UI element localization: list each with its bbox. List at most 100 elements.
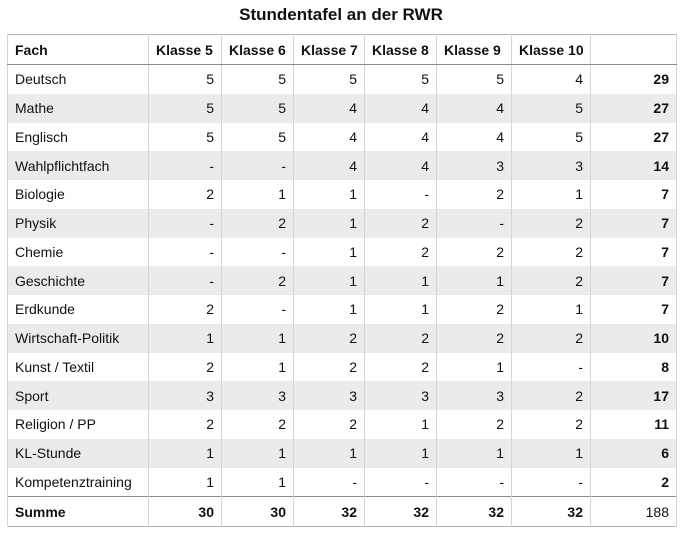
hours-cell: - <box>364 180 437 209</box>
table-row: Englisch 5 5 4 4 4 5 27 <box>7 122 677 152</box>
hours-cell: 2 <box>364 352 437 382</box>
hours-cell: 1 <box>364 410 437 439</box>
hours-cell: 1 <box>293 180 365 209</box>
subject-name: Geschichte <box>7 266 149 295</box>
hours-cell: 1 <box>511 180 591 209</box>
hours-cell: 1 <box>511 438 591 468</box>
hours-cell: 2 <box>364 208 437 238</box>
column-header-klasse-7: Klasse 7 <box>293 34 365 65</box>
hours-cell: 1 <box>364 266 437 295</box>
hours-cell: - <box>364 467 437 497</box>
hours-cell: - <box>221 151 294 180</box>
subject-name: Wahlpflichtfach <box>7 151 149 180</box>
subject-name: Kunst / Textil <box>7 352 149 382</box>
column-header-total <box>590 34 677 65</box>
row-total: 7 <box>590 180 677 209</box>
row-total: 11 <box>590 410 677 439</box>
hours-cell: 2 <box>148 295 222 324</box>
hours-cell: 2 <box>221 266 294 295</box>
table-row: Wirtschaft-Politik 1 1 2 2 2 2 10 <box>7 323 677 353</box>
table-row: Mathe 5 5 4 4 4 5 27 <box>7 93 677 123</box>
hours-cell: 2 <box>436 237 512 267</box>
hours-cell: 5 <box>221 122 294 152</box>
hours-cell: 2 <box>148 352 222 382</box>
subject-name: Wirtschaft-Politik <box>7 323 149 353</box>
summary-cell: 30 <box>221 496 294 527</box>
hours-cell: 5 <box>511 122 591 152</box>
subject-name: Erdkunde <box>7 295 149 324</box>
subject-name: Sport <box>7 381 149 410</box>
hours-cell: 1 <box>221 323 294 353</box>
row-total: 7 <box>590 237 677 267</box>
table-row: KL-Stunde 1 1 1 1 1 1 6 <box>7 438 677 468</box>
table-row: Physik -2 1 2-2 7 <box>7 208 677 238</box>
hours-cell: 3 <box>364 381 437 410</box>
summary-cell: 32 <box>436 496 512 527</box>
column-header-klasse-9: Klasse 9 <box>436 34 512 65</box>
hours-cell: 5 <box>148 64 222 94</box>
hours-cell: 3 <box>511 151 591 180</box>
timetable: Fach Klasse 5 Klasse 6 Klasse 7 Klasse 8… <box>7 34 677 528</box>
hours-cell: 2 <box>148 410 222 439</box>
hours-cell: 1 <box>221 467 294 497</box>
subject-name: Deutsch <box>7 64 149 94</box>
table-row: Wahlpflichtfach - -4 4 3 3 14 <box>7 151 677 180</box>
table-row: Sport 3 3 3 3 3 2 17 <box>7 381 677 410</box>
table-row: Biologie 2 1 1-2 1 7 <box>7 180 677 209</box>
table-row: Religion / PP 2 2 2 1 2 2 11 <box>7 410 677 439</box>
row-total: 27 <box>590 93 677 123</box>
hours-cell: - <box>436 467 512 497</box>
summary-row: Summe 30 30 32 32 32 32 188 <box>7 496 677 527</box>
hours-cell: 4 <box>293 151 365 180</box>
hours-cell: 1 <box>293 266 365 295</box>
hours-cell: 4 <box>364 93 437 123</box>
hours-cell: - <box>221 237 294 267</box>
hours-cell: 5 <box>364 64 437 94</box>
hours-cell: - <box>293 467 365 497</box>
row-total: 10 <box>590 323 677 353</box>
hours-cell: 2 <box>511 237 591 267</box>
hours-cell: 1 <box>293 295 365 324</box>
hours-cell: 2 <box>364 237 437 267</box>
hours-cell: 4 <box>364 122 437 152</box>
hours-cell: 5 <box>511 93 591 123</box>
row-total: 27 <box>590 122 677 152</box>
hours-cell: 5 <box>436 64 512 94</box>
hours-cell: 1 <box>148 323 222 353</box>
table-row: Erdkunde 2-1 1 2 1 7 <box>7 295 677 324</box>
row-total: 6 <box>590 438 677 468</box>
hours-cell: 2 <box>511 323 591 353</box>
hours-cell: 3 <box>293 381 365 410</box>
hours-cell: 5 <box>221 93 294 123</box>
hours-cell: 2 <box>364 323 437 353</box>
hours-cell: 1 <box>293 237 365 267</box>
subject-name: Mathe <box>7 93 149 123</box>
summary-label: Summe <box>7 496 149 527</box>
row-total: 7 <box>590 266 677 295</box>
row-total: 8 <box>590 352 677 382</box>
hours-cell: - <box>436 208 512 238</box>
table-title: Stundentafel an der RWR <box>239 5 443 24</box>
subject-name: Englisch <box>7 122 149 152</box>
table-row: Kunst / Textil 2 1 2 2 1-8 <box>7 352 677 382</box>
hours-cell: 1 <box>436 438 512 468</box>
hours-cell: 1 <box>436 266 512 295</box>
row-total: 17 <box>590 381 677 410</box>
hours-cell: - <box>148 237 222 267</box>
hours-cell: 3 <box>436 381 512 410</box>
hours-cell: - <box>148 208 222 238</box>
subject-name: Religion / PP <box>7 410 149 439</box>
subject-name: KL-Stunde <box>7 438 149 468</box>
hours-cell: 2 <box>436 180 512 209</box>
hours-cell: 2 <box>293 323 365 353</box>
hours-cell: 1 <box>221 438 294 468</box>
summary-cell: 32 <box>293 496 365 527</box>
hours-cell: 4 <box>511 64 591 94</box>
hours-cell: 1 <box>293 208 365 238</box>
column-header-klasse-8: Klasse 8 <box>364 34 437 65</box>
hours-cell: 2 <box>511 266 591 295</box>
hours-cell: 2 <box>293 410 365 439</box>
row-total: 2 <box>590 467 677 497</box>
hours-cell: 1 <box>436 352 512 382</box>
hours-cell: - <box>511 352 591 382</box>
